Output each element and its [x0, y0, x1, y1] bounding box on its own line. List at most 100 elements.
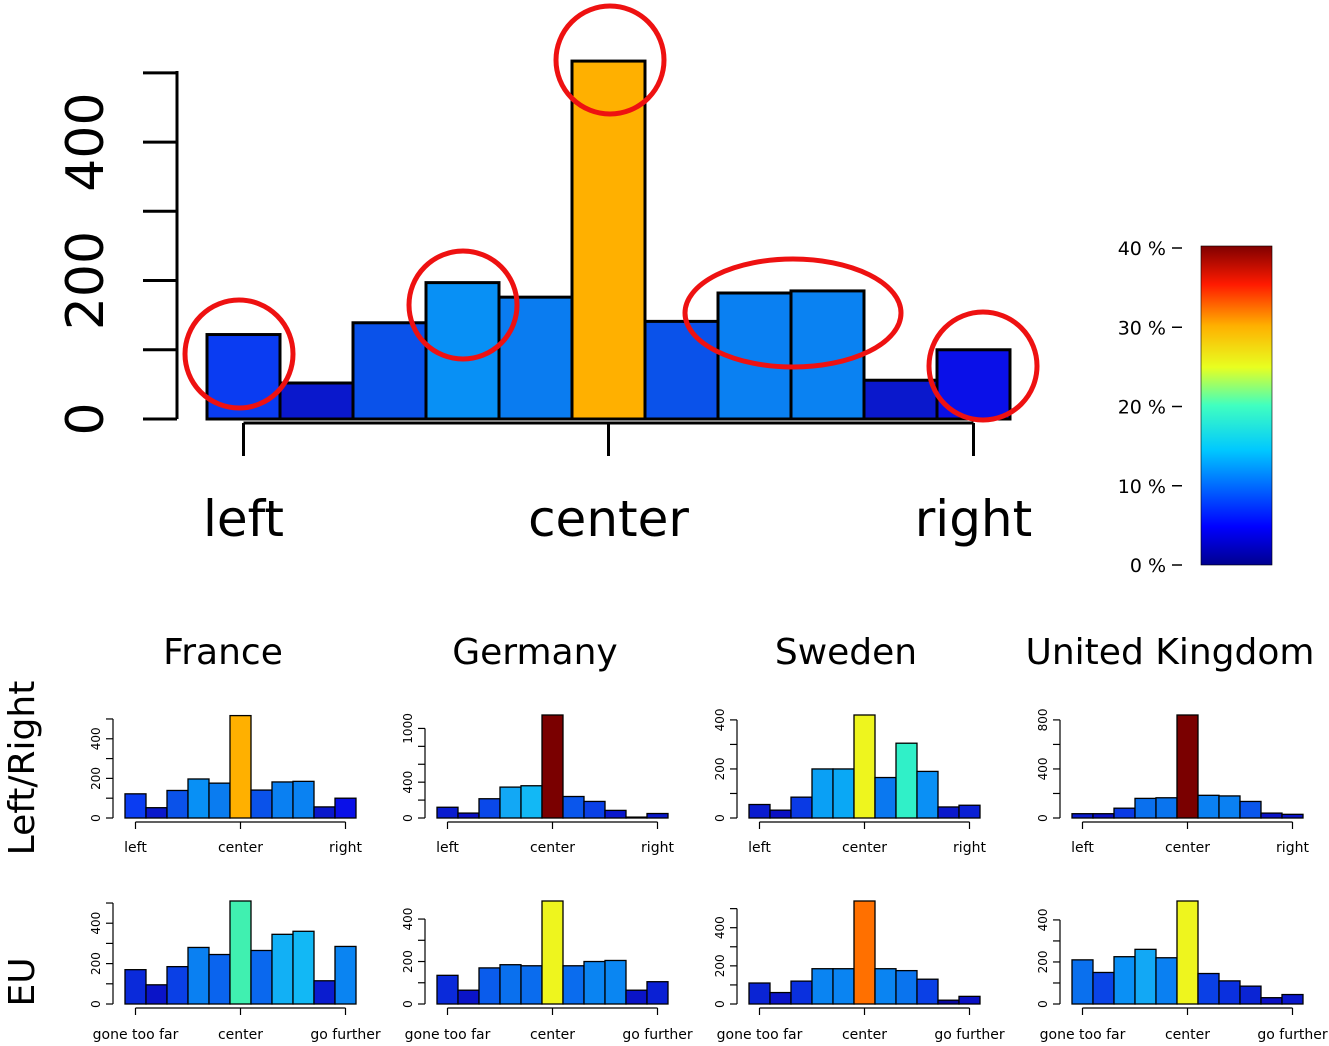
color-scale-ticks: 0 % 10 % 20 % 30 % 40 %: [1118, 238, 1182, 577]
y-tick-label: 200: [1036, 951, 1050, 974]
bar: [853, 900, 876, 1005]
bar: [124, 793, 147, 819]
x-tick-label: left: [436, 840, 459, 856]
x-tick-label: center: [842, 840, 887, 856]
bar: [229, 900, 252, 1005]
bar: [478, 798, 501, 819]
main-bar-2: [278, 381, 355, 421]
x-tick-label: gone too far: [93, 1027, 179, 1043]
color-scale-legend: 0 % 10 % 20 % 30 % 40 %: [1118, 238, 1273, 577]
bar: [853, 714, 876, 819]
bar: [208, 782, 231, 819]
x-tick-label: left: [124, 840, 147, 856]
bar: [1113, 807, 1136, 819]
y-tick-label: 400: [401, 771, 415, 794]
main-x-tick-label: right: [915, 490, 1032, 548]
bar: [1155, 797, 1178, 819]
y-tick-label: 400: [89, 912, 103, 935]
bar: [499, 786, 522, 819]
bar: [145, 807, 168, 819]
bar: [436, 974, 459, 1005]
bar: [811, 968, 834, 1005]
main-y-tick-label: 200: [56, 231, 116, 330]
bar: [625, 816, 648, 819]
panel-france-eu: 0 200 400 gone too far center go further: [89, 900, 381, 1043]
y-tick-label: 0: [1036, 814, 1050, 822]
x-tick-label: go further: [310, 1027, 380, 1043]
panel-germany-eu: 0 200 400 gone too far center go further: [401, 900, 693, 1043]
bar: [166, 965, 189, 1005]
bar: [1155, 957, 1178, 1005]
bar: [499, 964, 522, 1005]
bar: [334, 797, 357, 819]
highlight-circle: [406, 248, 520, 362]
y-tick-label: 400: [1036, 908, 1050, 931]
row-label-eu: EU: [2, 957, 43, 1006]
y-tick-label: 0: [713, 814, 727, 822]
bar: [271, 933, 294, 1005]
highlight-circle: [182, 297, 296, 411]
color-scale-bar: [1200, 245, 1273, 566]
main-histogram: 0 200 400 left center right: [56, 3, 1040, 548]
main-highlight-circles: [182, 3, 1040, 423]
bar: [478, 967, 501, 1005]
y-tick-label: 800: [1036, 708, 1050, 731]
bar: [541, 714, 564, 819]
bar: [562, 795, 585, 819]
bar: [832, 968, 855, 1005]
bar: [583, 960, 606, 1005]
x-tick-label: right: [641, 840, 674, 856]
bar: [229, 714, 252, 819]
main-bar-7: [643, 319, 720, 421]
color-scale-tick-label: 0 %: [1130, 555, 1166, 577]
main-x-tick-label: left: [203, 490, 284, 548]
x-tick-label: go further: [934, 1027, 1004, 1043]
y-tick-label: 1000: [401, 713, 415, 744]
bar: [313, 806, 336, 819]
highlight-circle: [682, 256, 904, 370]
bar: [790, 796, 813, 819]
panel-sweden-eu: 0 200 400 gone too far center go further: [713, 900, 1005, 1043]
bar: [625, 989, 648, 1005]
country-label-sweden: Sweden: [775, 632, 917, 673]
bar: [124, 969, 147, 1005]
y-tick-label: 400: [713, 708, 727, 731]
highlight-circle: [553, 3, 667, 117]
bar: [187, 946, 210, 1005]
main-y-axis: 0 200 400: [56, 71, 179, 436]
y-tick-label: 0: [713, 1000, 727, 1008]
color-scale-tick-label: 20 %: [1118, 397, 1166, 419]
main-bar-5: [497, 295, 574, 421]
bar: [187, 778, 210, 819]
main-x-axis: left center right: [203, 421, 1032, 548]
main-bar-11: [935, 348, 1012, 421]
small-panels: 0 200 400 left center right 0 400 1000 left center…: [89, 708, 1328, 1043]
bar: [334, 945, 357, 1005]
bar: [646, 812, 669, 819]
row-label-left-right: Left/Right: [2, 681, 43, 856]
bar: [604, 959, 627, 1005]
bar: [748, 803, 771, 819]
panel-united-kingdom-eu: 0 200 400 gone too far center go further: [1036, 900, 1328, 1043]
country-label-uk: United Kingdom: [1026, 632, 1315, 673]
bar: [1260, 997, 1283, 1005]
main-bar-3: [351, 321, 428, 421]
bar: [457, 989, 480, 1005]
bar: [1260, 812, 1283, 819]
panel-germany-left-right: 0 400 1000 left center right: [401, 713, 674, 856]
bar: [1134, 948, 1157, 1005]
main-y-tick-label: 0: [56, 402, 116, 435]
bar: [457, 812, 480, 819]
bar: [250, 789, 273, 819]
main-bar-10: [862, 378, 939, 421]
y-tick-label: 400: [89, 727, 103, 750]
bar: [790, 980, 813, 1005]
bar: [292, 780, 315, 819]
bar: [292, 930, 315, 1005]
x-tick-label: go further: [1257, 1027, 1327, 1043]
y-tick-label: 400: [1036, 757, 1050, 780]
bar: [1176, 900, 1199, 1005]
y-tick-label: 0: [401, 1000, 415, 1008]
bar: [562, 965, 585, 1005]
bar: [769, 991, 792, 1005]
